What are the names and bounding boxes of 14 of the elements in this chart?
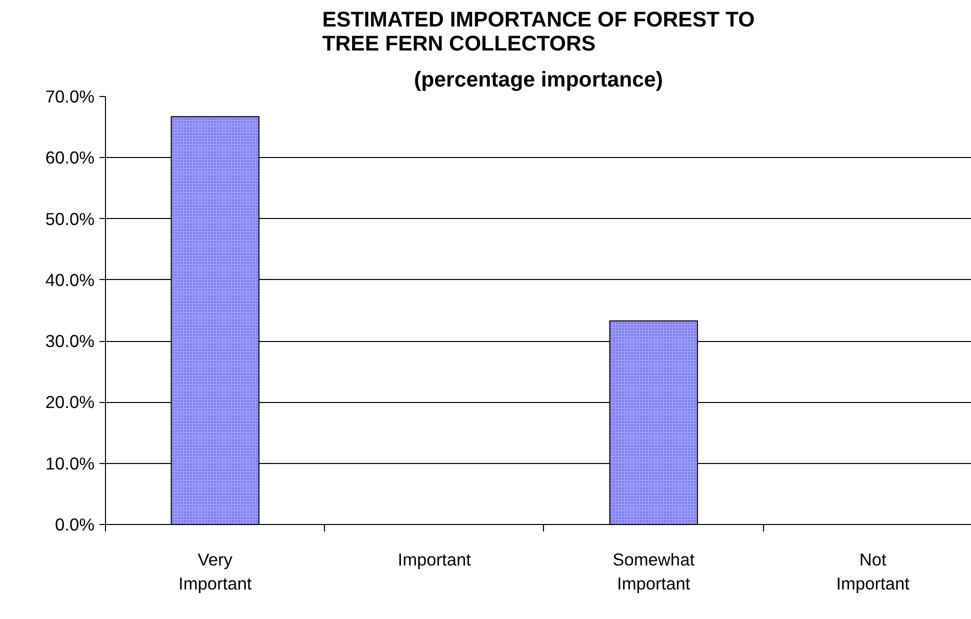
x-tick-label: Somewhat Important [612,550,695,594]
y-tick-label: 50.0% [45,208,95,229]
chart-title: ESTIMATED IMPORTANCE OF FOREST TO TREE FERN COLLECTORS [322,8,755,56]
y-tick-label: 30.0% [45,331,95,352]
x-tick-label: Very Important [178,550,252,594]
y-tick-label: 60.0% [45,148,95,168]
x-tick-label: Not Important [836,550,910,594]
y-tick-label: 10.0% [45,453,95,474]
y-tick-label: 70.0% [45,86,95,106]
y-tick-label: 40.0% [45,270,95,290]
y-tick-label: 0.0% [55,514,95,534]
y-tick-label: 20.0% [45,392,95,412]
x-tick-label: Important [398,550,472,570]
chart-subtitle: (percentage importance) [414,68,663,92]
